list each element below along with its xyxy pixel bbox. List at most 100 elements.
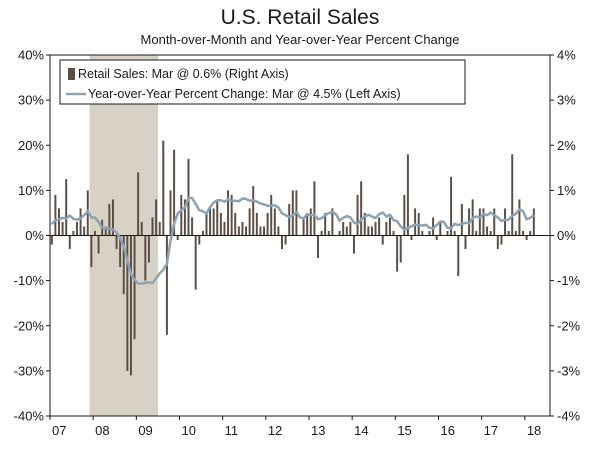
bar-retail-sales — [410, 235, 413, 241]
bar-retail-sales — [165, 235, 168, 335]
bar-retail-sales — [302, 217, 305, 236]
left-axis-tick-label: -20% — [14, 318, 45, 333]
bar-retail-sales — [245, 226, 248, 236]
bar-retail-sales — [370, 226, 373, 236]
bar-retail-sales — [129, 235, 132, 376]
bar-retail-sales — [504, 208, 507, 236]
chart-title: U.S. Retail Sales — [221, 6, 380, 29]
bar-retail-sales — [374, 221, 377, 236]
bar-retail-sales — [198, 235, 201, 245]
bar-retail-sales — [399, 235, 402, 263]
bar-retail-sales — [486, 226, 489, 236]
left-axis-tick-label: 30% — [18, 93, 44, 108]
bar-retail-sales — [320, 230, 323, 236]
bar-retail-sales — [158, 221, 161, 236]
bar-retail-sales — [291, 190, 294, 236]
bar-retail-sales — [230, 194, 233, 236]
bar-retail-sales — [446, 230, 449, 236]
bar-retail-sales — [518, 199, 521, 236]
bar-retail-sales — [309, 208, 312, 236]
bar-retail-sales — [349, 221, 352, 236]
bar-retail-sales — [255, 212, 258, 236]
bar-retail-sales — [90, 235, 93, 268]
bar-retail-sales — [493, 208, 496, 236]
bar-retail-sales — [363, 212, 366, 236]
right-axis-tick-label: 3% — [557, 93, 576, 108]
bar-retail-sales — [270, 194, 273, 236]
bar-retail-sales — [147, 235, 150, 263]
bar-retail-sales — [460, 203, 463, 236]
bar-retail-sales — [133, 235, 136, 340]
right-axis-tick-label: 2% — [557, 138, 576, 153]
right-axis-tick-label: 4% — [557, 48, 576, 63]
bar-retail-sales — [104, 226, 107, 236]
left-axis-tick-label: 0% — [25, 228, 44, 243]
x-axis-tick-label: 15 — [397, 423, 411, 438]
legend: Retail Sales: Mar @ 0.6% (Right Axis) Ye… — [59, 59, 466, 105]
bar-retail-sales — [237, 226, 240, 236]
bar-retail-sales — [234, 212, 237, 236]
bar-retail-sales — [201, 230, 204, 236]
legend-box — [59, 59, 466, 105]
bar-retail-sales — [500, 235, 503, 245]
bar-retail-sales — [324, 212, 327, 236]
bar-retail-sales — [191, 217, 194, 236]
legend-label-retail-sales: Retail Sales: Mar @ 0.6% (Right Axis) — [78, 67, 289, 81]
bar-retail-sales — [205, 212, 208, 236]
bar-retail-sales — [475, 230, 478, 236]
x-axis-tick-label: 10 — [181, 423, 195, 438]
bar-retail-sales — [58, 208, 60, 236]
bar-retail-sales — [507, 230, 510, 236]
bar-retail-sales — [345, 226, 348, 236]
bar-retail-sales — [331, 208, 334, 236]
bar-retail-sales — [75, 221, 78, 236]
bar-retail-sales — [327, 230, 330, 236]
bar-retail-sales — [421, 230, 424, 236]
bar-retail-sales — [511, 154, 514, 236]
legend-label-yoy: Year-over-Year Percent Change: Mar @ 4.5… — [88, 87, 401, 101]
x-axis-tick-label: 14 — [354, 423, 368, 438]
x-axis-tick-label: 18 — [527, 423, 541, 438]
bar-retail-sales — [414, 208, 417, 236]
bar-retail-sales — [140, 221, 143, 236]
bar-retail-sales — [284, 235, 287, 245]
right-axis-tick-label: -2% — [557, 318, 581, 333]
bar-retail-sales — [176, 235, 179, 241]
bar-retail-sales — [68, 235, 71, 250]
bar-retail-sales — [385, 221, 388, 236]
bar-retail-sales — [259, 226, 262, 236]
bar-retail-sales — [453, 230, 456, 236]
bar-retail-sales — [435, 235, 438, 241]
bar-retail-sales — [212, 208, 215, 236]
bar-retail-sales — [306, 212, 309, 236]
bar-retail-sales — [252, 185, 255, 236]
bar-retail-sales — [342, 221, 345, 236]
bar-retail-sales — [439, 221, 442, 236]
x-axis-tick-label: 08 — [95, 423, 109, 438]
bar-retail-sales — [263, 226, 266, 236]
chart-subtitle: Month-over-Month and Year-over-Year Perc… — [141, 32, 460, 47]
bar-retail-sales — [378, 217, 381, 236]
bar-retail-sales — [108, 203, 111, 236]
bar-retail-sales — [338, 230, 341, 236]
bar-retail-sales — [450, 176, 453, 236]
bar-retail-sales — [126, 235, 129, 371]
bar-retail-sales — [313, 181, 316, 236]
bar-retail-sales — [529, 230, 532, 236]
bar-retail-sales — [72, 230, 75, 236]
bar-retail-sales — [496, 235, 499, 250]
bar-retail-sales — [316, 235, 319, 259]
x-axis-tick-label: 09 — [138, 423, 152, 438]
right-axis-tick-label: -1% — [557, 273, 581, 288]
legend-swatch-retail-sales — [68, 68, 75, 80]
bar-retail-sales — [83, 226, 86, 236]
bar-retail-sales — [514, 230, 517, 236]
x-axis-tick-label: 11 — [225, 423, 239, 438]
bar-retail-sales — [273, 208, 276, 236]
bar-retail-sales — [277, 226, 280, 236]
bar-retail-sales — [61, 221, 64, 236]
bar-retail-sales — [183, 199, 186, 236]
bar-retail-sales — [122, 235, 125, 295]
x-axis-tick-label: 16 — [440, 423, 454, 438]
